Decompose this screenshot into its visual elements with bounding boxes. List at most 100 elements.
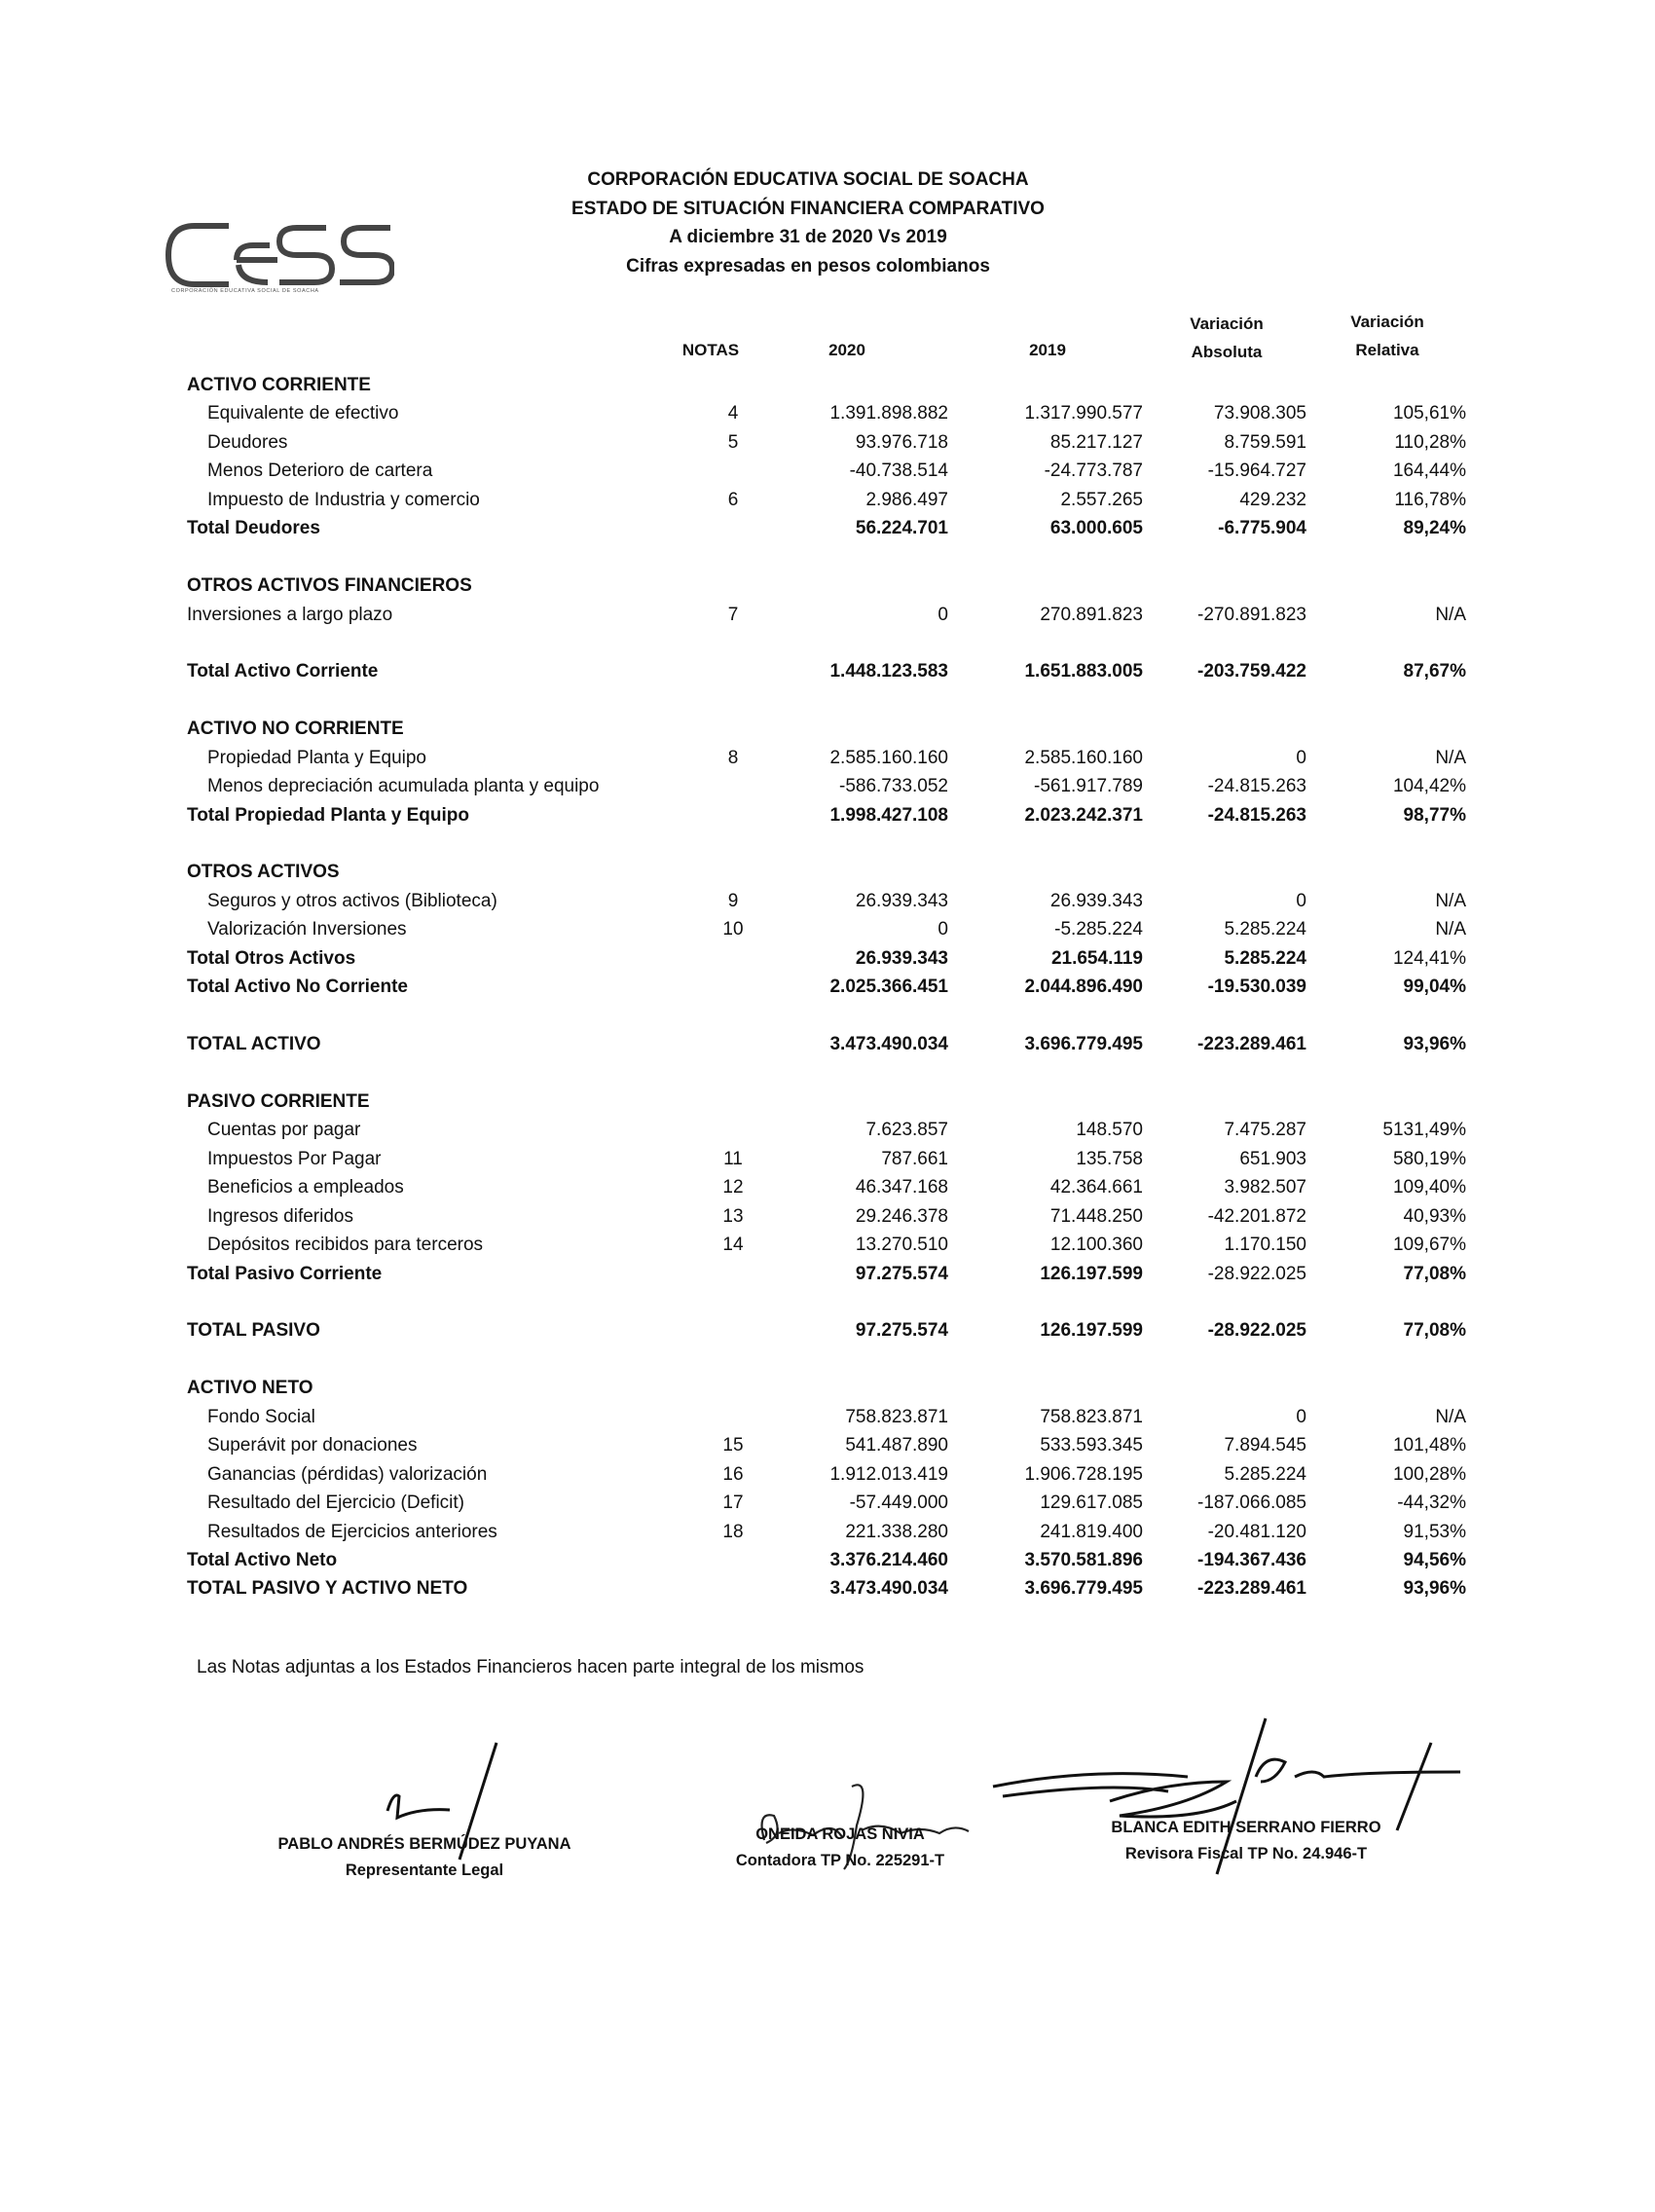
statement-section: OTROS ACTIVOS FINANCIEROS Inversiones a l… [0,571,1655,629]
variation-relative: -44,32% [1397,1493,1466,1514]
value-2019: 126.197.599 [1040,1263,1143,1284]
row-label: ACTIVO NO CORRIENTE [187,719,404,740]
value-2020: 3.473.490.034 [829,1578,948,1600]
col-2019: 2019 [1029,341,1066,359]
value-2020: 13.270.510 [855,1235,948,1256]
signatory-legal-rep: PABLO ANDRÉS BERMÚDEZ PUYANA Representan… [230,1831,619,1884]
value-2019: 2.557.265 [1060,489,1143,510]
variation-absolute: -270.891.823 [1197,604,1306,625]
row-label: Valorización Inversiones [207,919,407,940]
table-row: Equivalente de efectivo 4 1.391.898.882 1.3… [0,399,1655,427]
col-variacion-absoluta: Variación Absoluta [1178,310,1275,366]
statement-section: ACTIVO CORRIENTE Equivalente de efectivo 4… [0,371,1655,543]
table-row: Deudores 5 93.976.718 85.217.127 8.759.591 11… [0,428,1655,457]
value-2019: 126.197.599 [1040,1320,1143,1342]
row-label: TOTAL PASIVO Y ACTIVO NETO [187,1578,468,1600]
value-2020: 97.275.574 [855,1263,948,1284]
row-label: Beneficios a empleados [207,1177,404,1198]
variation-absolute: -187.066.085 [1197,1493,1306,1514]
variation-relative: 104,42% [1392,776,1466,797]
row-label: Total Propiedad Planta y Equipo [187,804,469,826]
col-abs-line1: Variación [1190,314,1264,333]
signatory-accountant: ONEIDA ROJAS NIVIA Contadora TP No. 2252… [645,1822,1035,1874]
value-2020: 26.939.343 [855,947,948,969]
value-2020: 26.939.343 [855,890,948,911]
col-abs-line2: Absoluta [1191,343,1263,361]
value-2019: 63.000.605 [1049,518,1143,539]
note-number: 10 [722,919,744,940]
row-label: ACTIVO CORRIENTE [187,375,371,395]
total-row: Total Activo No Corriente 2.025.366.451 2.… [0,973,1655,1001]
variation-absolute: -19.530.039 [1207,977,1306,998]
variation-relative: 77,08% [1403,1320,1466,1342]
row-label: Inversiones a largo plazo [187,604,393,625]
variation-absolute: 7.894.545 [1224,1435,1306,1456]
row-label: OTROS ACTIVOS [187,862,340,883]
signatory-role: Revisora Fiscal TP No. 24.946-T [1124,1845,1368,1862]
row-label: PASIVO CORRIENTE [187,1090,370,1112]
variation-relative: 101,48% [1392,1435,1466,1456]
variation-absolute: -24.815.263 [1207,804,1306,826]
value-2020: 0 [938,604,948,625]
variation-relative: 5131,49% [1382,1120,1466,1141]
signatory-role: Representante Legal [345,1862,504,1879]
row-label: Total Deudores [187,518,320,539]
note-number: 7 [727,604,739,625]
value-2020: 29.246.378 [855,1205,948,1227]
variation-relative: 109,67% [1392,1235,1466,1256]
value-2019: 42.364.661 [1049,1177,1143,1198]
variation-absolute: -28.922.025 [1207,1263,1306,1284]
value-2020: 1.998.427.108 [829,804,948,826]
value-2019: 1.906.728.195 [1024,1463,1143,1485]
table-row: Resultado del Ejercicio (Deficit) 17 -57.4… [0,1489,1655,1517]
value-2020: 2.025.366.451 [829,977,948,998]
section-heading: ACTIVO NETO [0,1374,1655,1402]
statement-section: Total Activo Corriente 1.448.123.583 1.651… [0,657,1655,685]
row-label: ACTIVO NETO [187,1378,313,1399]
value-2019: 71.448.250 [1049,1205,1143,1227]
note-number: 9 [727,890,739,911]
value-2020: -586.733.052 [839,776,948,797]
row-label: Cuentas por pagar [207,1120,361,1141]
variation-relative: 100,28% [1392,1463,1466,1485]
value-2020: 2.986.497 [865,489,948,510]
variation-absolute: 8.759.591 [1224,431,1306,453]
value-2019: 135.758 [1076,1148,1143,1169]
variation-absolute: -42.201.872 [1207,1205,1306,1227]
value-2020: 97.275.574 [855,1320,948,1342]
logo-caption: CORPORACIÓN EDUCATIVA SOCIAL DE SOACHA [171,288,319,294]
signature-oneida [760,1784,970,1870]
row-label: Propiedad Planta y Equipo [207,747,426,768]
value-2020: 541.487.890 [845,1435,948,1456]
note-number: 8 [727,747,739,768]
value-2019: 241.819.400 [1040,1521,1143,1542]
balance-sheet-table: ACTIVO CORRIENTE Equivalente de efectivo 4… [0,371,1655,1632]
row-label: TOTAL PASIVO [187,1320,320,1342]
currency-note: Cifras expresadas en pesos colombianos [626,255,990,276]
row-label: Menos Deterioro de cartera [207,461,433,482]
value-2020: 787.661 [881,1148,948,1169]
variation-relative: 91,53% [1403,1521,1466,1542]
statement-date: A diciembre 31 de 2020 Vs 2019 [669,227,947,247]
signatory-fiscal-auditor: BLANCA EDITH SERRANO FIERRO Revisora Fis… [1051,1815,1441,1867]
col-2020: 2020 [828,341,865,359]
row-label: Depósitos recibidos para terceros [207,1235,484,1256]
value-2019: 129.617.085 [1040,1493,1143,1514]
note-number: 16 [722,1463,744,1485]
row-label: Impuesto de Industria y comercio [207,489,480,510]
variation-relative: 116,78% [1394,489,1466,510]
value-2019: 85.217.127 [1049,431,1143,453]
variation-absolute: 651.903 [1239,1148,1306,1169]
section-heading: OTROS ACTIVOS FINANCIEROS [0,571,1655,600]
variation-relative: 40,93% [1403,1205,1466,1227]
row-label: Total Activo Neto [187,1549,338,1570]
variation-absolute: -203.759.422 [1197,661,1306,682]
statement-section: PASIVO CORRIENTE Cuentas por pagar 7.623.8… [0,1088,1655,1288]
section-heading: ACTIVO NO CORRIENTE [0,715,1655,743]
total-row: TOTAL ACTIVO 3.473.490.034 3.696.779.495 -2… [0,1030,1655,1058]
variation-relative: 124,41% [1392,947,1466,969]
variation-absolute: 0 [1296,1406,1306,1427]
variation-absolute: -15.964.727 [1207,461,1306,482]
variation-relative: 164,44% [1392,461,1466,482]
value-2020: 1.391.898.882 [829,403,948,424]
